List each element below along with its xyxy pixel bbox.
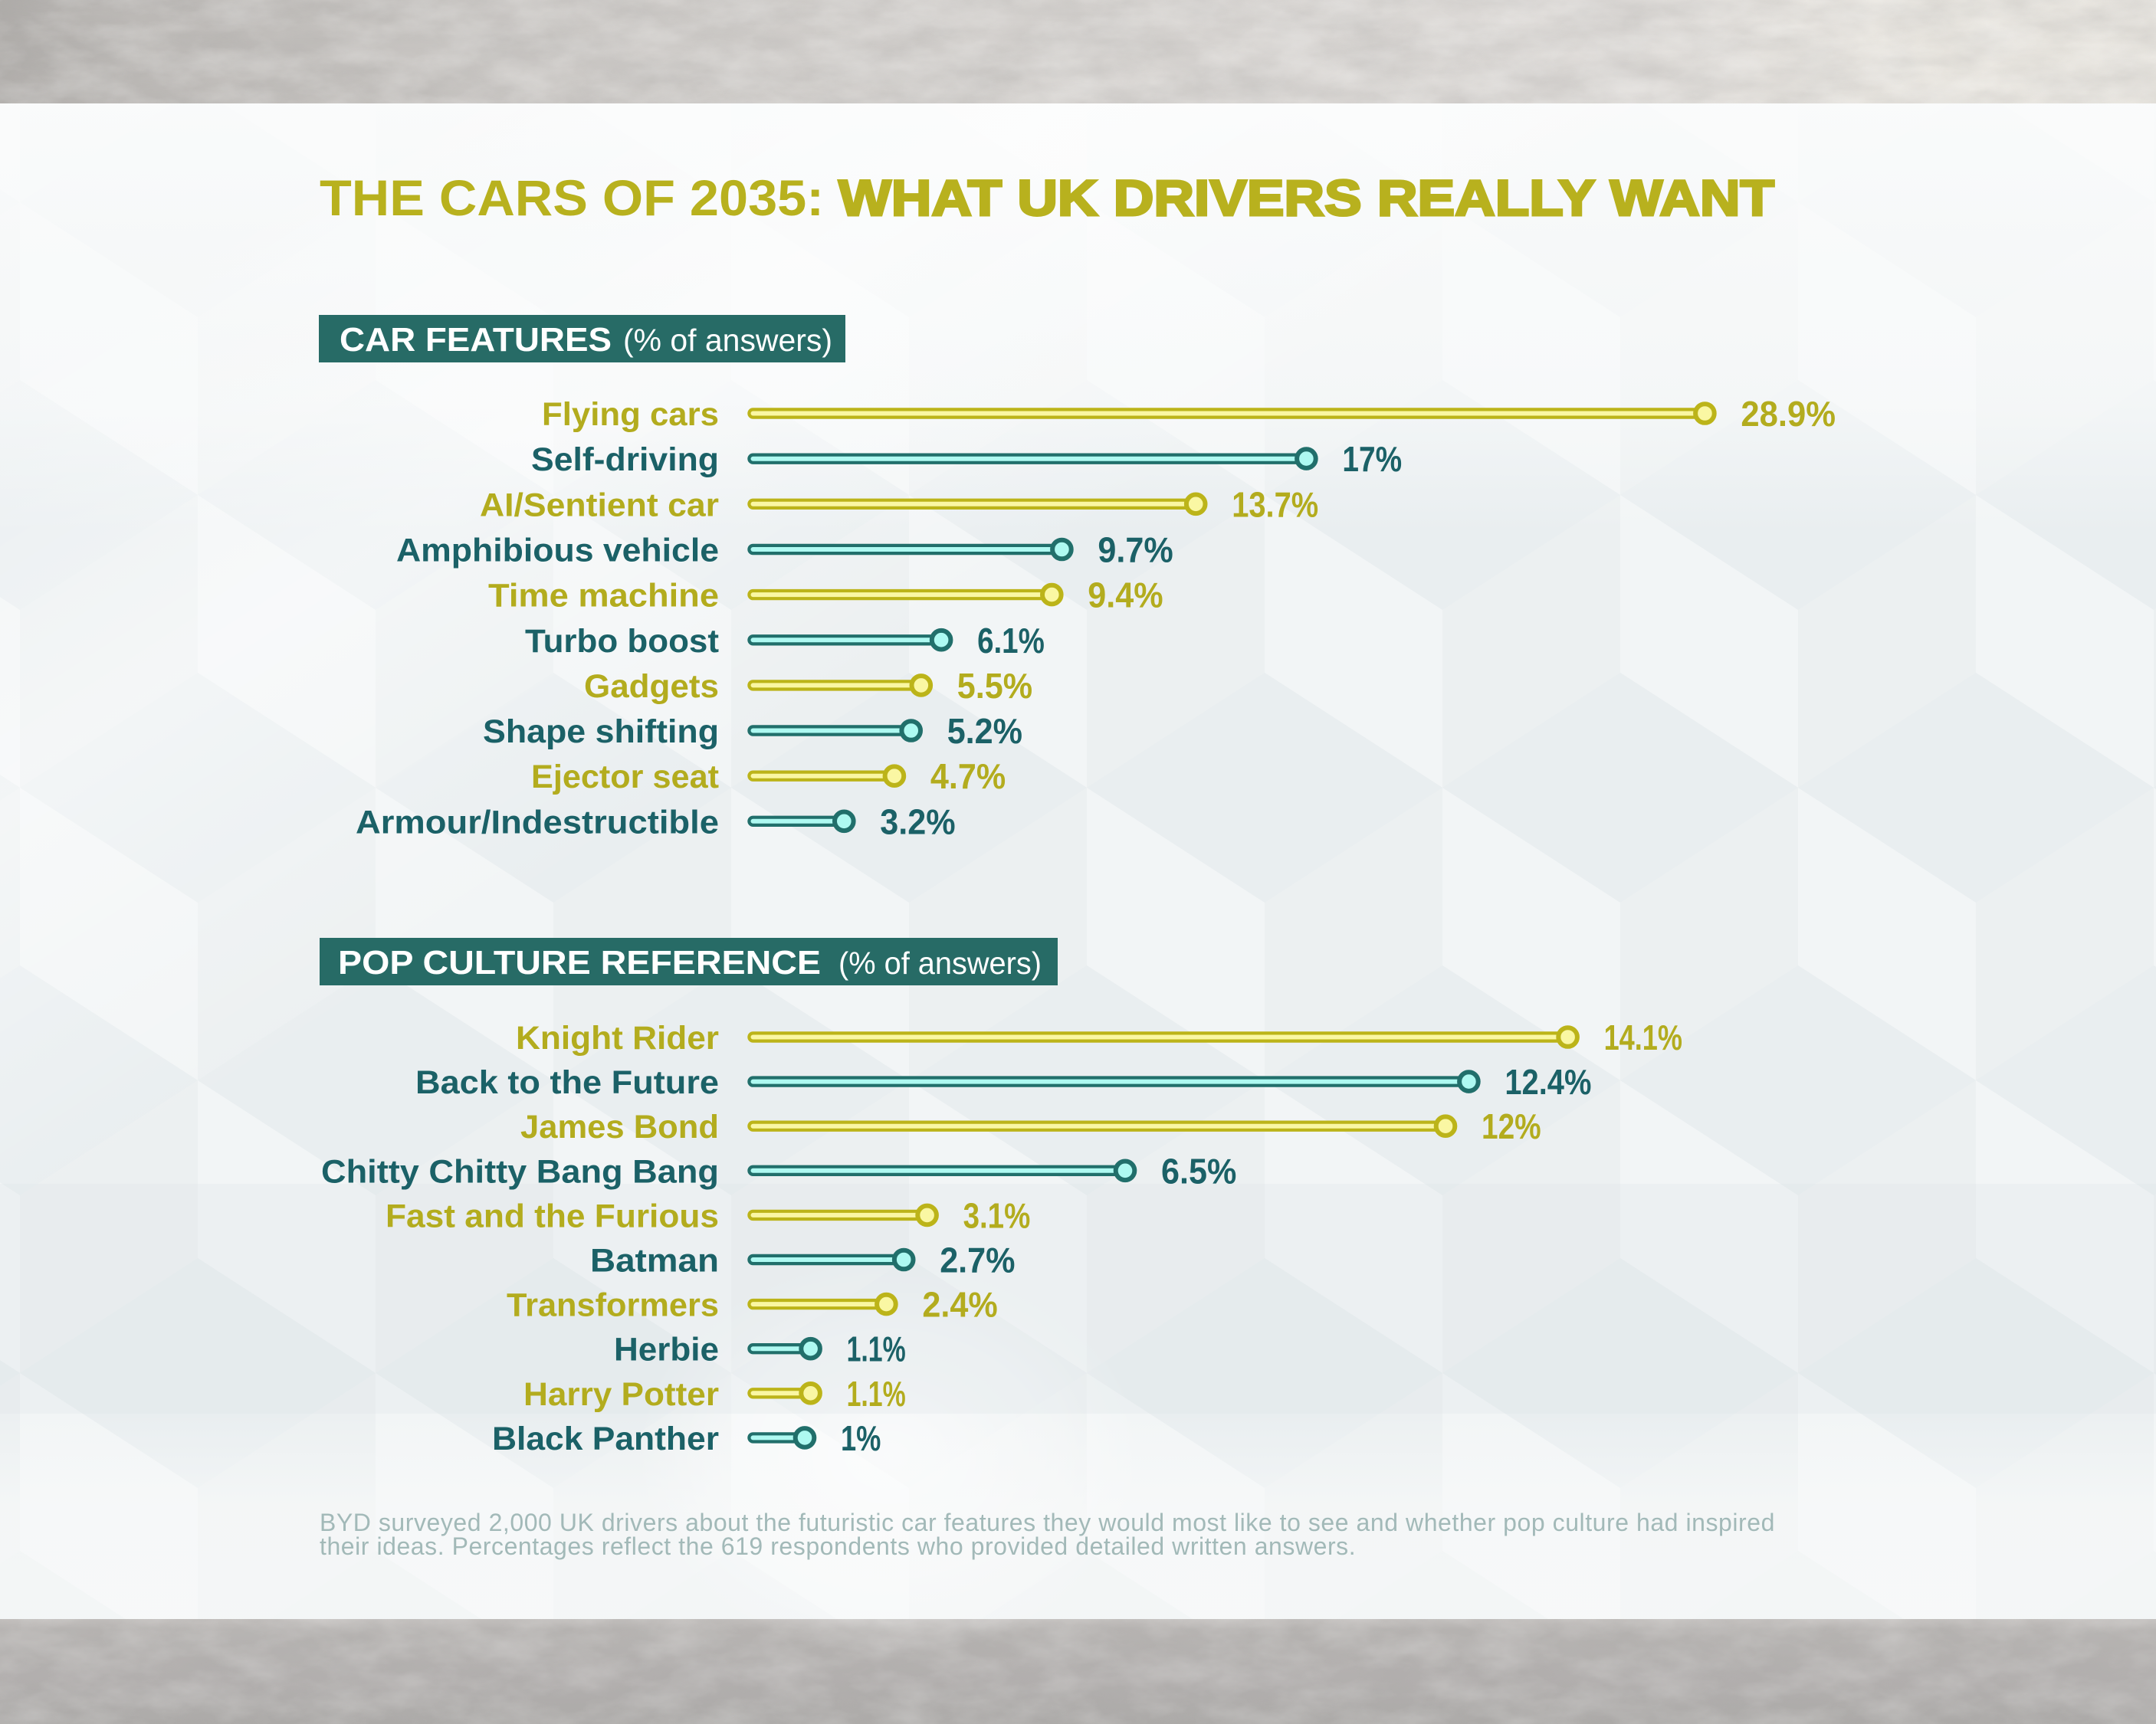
svg-text:9.4%: 9.4%	[1088, 575, 1163, 615]
svg-text:6.5%: 6.5%	[1161, 1151, 1236, 1191]
svg-text:Flying cars: Flying cars	[542, 396, 719, 433]
svg-text:their ideas. Percentages refle: their ideas. Percentages reflect the 619…	[320, 1532, 1356, 1560]
svg-text:4.7%: 4.7%	[930, 756, 1006, 796]
svg-text:Amphibious vehicle: Amphibious vehicle	[396, 533, 719, 569]
svg-text:WHAT UK DRIVERS REALLY WANT: WHAT UK DRIVERS REALLY WANT	[838, 169, 1774, 226]
svg-text:Gadgets: Gadgets	[584, 668, 719, 705]
svg-text:Black Panther: Black Panther	[492, 1421, 719, 1457]
svg-text:Chitty Chitty Bang Bang: Chitty Chitty Bang Bang	[321, 1153, 719, 1190]
svg-text:POP CULTURE REFERENCE: POP CULTURE REFERENCE	[338, 944, 821, 982]
svg-text:6.1%: 6.1%	[977, 621, 1045, 660]
svg-text:5.5%: 5.5%	[957, 666, 1032, 706]
svg-text:3.2%: 3.2%	[880, 801, 955, 841]
svg-text:Back to the Future: Back to the Future	[415, 1064, 719, 1101]
svg-text:12.4%: 12.4%	[1505, 1062, 1591, 1102]
svg-text:Shape shifting: Shape shifting	[483, 713, 719, 750]
svg-text:Ejector seat: Ejector seat	[531, 759, 719, 795]
svg-text:1.1%: 1.1%	[847, 1329, 906, 1369]
svg-text:Knight Rider: Knight Rider	[516, 1020, 719, 1057]
svg-text:Armour/Indestructible: Armour/Indestructible	[356, 804, 719, 841]
svg-text:BYD surveyed 2,000 UK drivers: BYD surveyed 2,000 UK drivers about the …	[320, 1509, 1775, 1536]
svg-text:AI/Sentient car: AI/Sentient car	[480, 487, 719, 523]
svg-text:Batman: Batman	[590, 1243, 719, 1280]
svg-text:9.7%: 9.7%	[1098, 530, 1173, 570]
svg-text:5.2%: 5.2%	[947, 711, 1022, 751]
svg-text:Harry Potter: Harry Potter	[523, 1376, 719, 1413]
svg-text:12%: 12%	[1482, 1106, 1541, 1146]
svg-text:17%: 17%	[1342, 439, 1402, 479]
svg-text:(% of answers): (% of answers)	[838, 946, 1042, 981]
svg-text:(% of answers): (% of answers)	[623, 323, 832, 358]
svg-text:James Bond: James Bond	[520, 1109, 719, 1146]
svg-text:THE CARS OF 2035:: THE CARS OF 2035:	[320, 169, 824, 226]
svg-text:CAR FEATURES: CAR FEATURES	[340, 321, 612, 359]
svg-text:2.4%: 2.4%	[922, 1285, 997, 1325]
svg-text:Fast and the Furious: Fast and the Furious	[386, 1198, 719, 1234]
svg-text:Time machine: Time machine	[488, 578, 719, 615]
svg-text:1.1%: 1.1%	[847, 1374, 906, 1414]
svg-text:28.9%: 28.9%	[1741, 394, 1836, 434]
svg-text:3.1%: 3.1%	[963, 1195, 1031, 1235]
svg-text:Turbo boost: Turbo boost	[525, 623, 719, 660]
svg-text:Herbie: Herbie	[614, 1332, 719, 1368]
svg-text:Transformers: Transformers	[507, 1287, 719, 1324]
svg-text:2.7%: 2.7%	[940, 1241, 1015, 1280]
svg-text:1%: 1%	[841, 1418, 881, 1458]
svg-text:Self-driving: Self-driving	[531, 441, 719, 478]
svg-text:13.7%: 13.7%	[1232, 484, 1318, 524]
svg-text:14.1%: 14.1%	[1604, 1018, 1682, 1057]
